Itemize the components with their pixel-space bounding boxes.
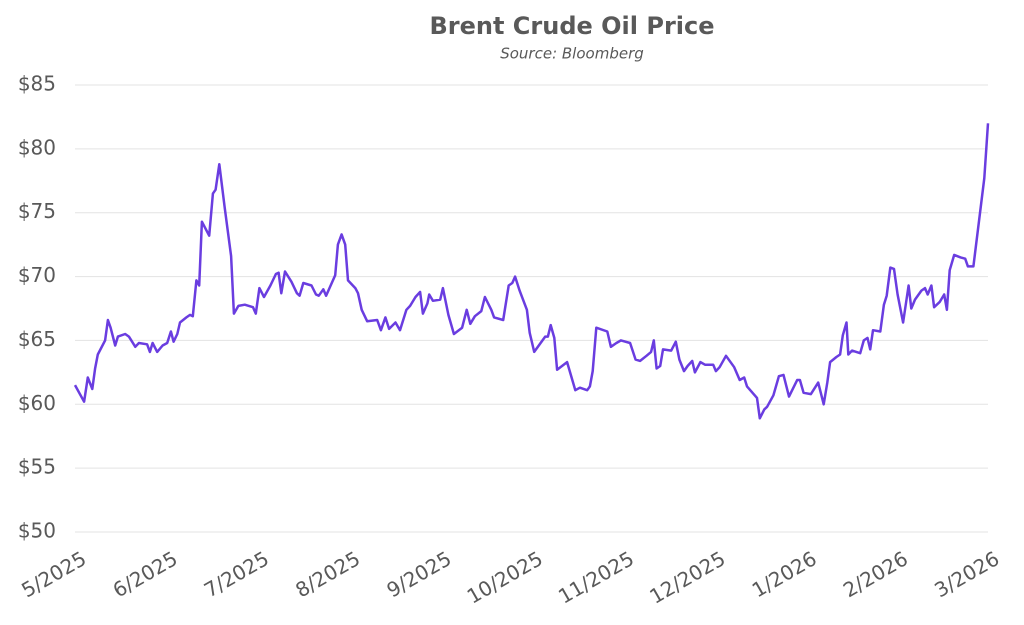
x-tick-label: 10/2025: [463, 546, 547, 608]
y-tick-label: $70: [18, 263, 56, 287]
x-tick-label: 6/2025: [109, 546, 182, 602]
price-line: [73, 123, 990, 420]
y-tick-label: $75: [18, 199, 56, 223]
y-tick-label: $50: [18, 519, 56, 543]
x-tick-label: 7/2025: [200, 546, 273, 602]
chart-subtitle: Source: Bloomberg: [500, 45, 644, 63]
x-tick-label: 8/2025: [291, 546, 364, 602]
y-tick-label: $60: [18, 391, 56, 415]
chart-title: Brent Crude Oil Price: [429, 12, 714, 40]
x-tick-label: 11/2025: [554, 546, 638, 608]
x-tick-label: 3/2026: [930, 546, 1003, 602]
y-tick-label: $55: [18, 455, 56, 479]
y-tick-label: $85: [18, 72, 56, 96]
x-tick-label: 9/2025: [383, 546, 456, 602]
x-tick-label: 5/2025: [17, 546, 90, 602]
x-tick-label: 2/2026: [839, 546, 912, 602]
y-tick-label: $80: [18, 135, 56, 159]
x-tick-label: 12/2025: [645, 546, 729, 608]
x-tick-label: 1/2026: [748, 546, 821, 602]
y-tick-label: $65: [18, 327, 56, 351]
